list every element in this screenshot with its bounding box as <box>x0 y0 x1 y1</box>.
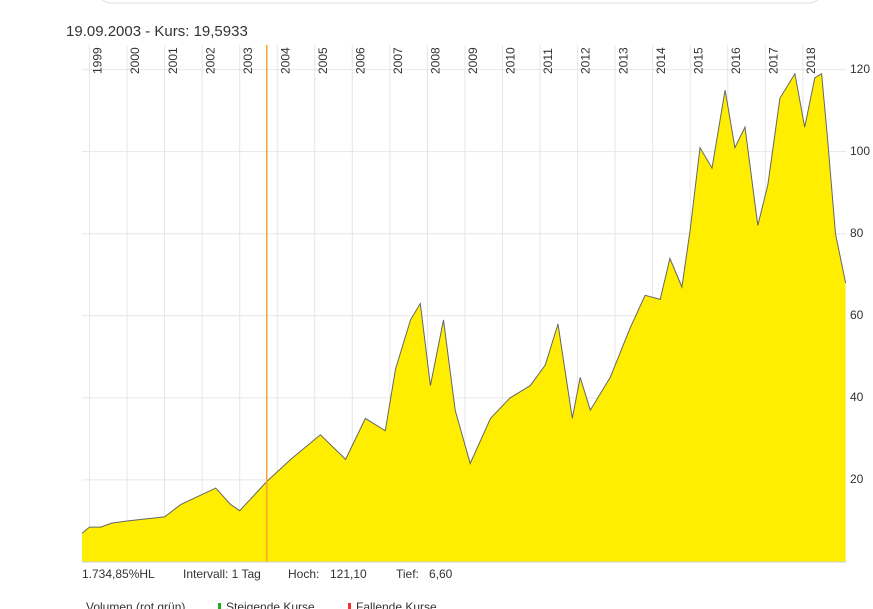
footer-text: 121,10 <box>330 567 367 581</box>
legend-swatch <box>348 603 351 609</box>
x-tick-label: 2004 <box>278 47 292 74</box>
chart-title: 19.09.2003 - Kurs: 19,5933 <box>66 23 248 40</box>
x-tick-label: 2001 <box>166 47 180 74</box>
x-tick-label: 2009 <box>466 47 480 74</box>
plot <box>81 45 847 563</box>
x-tick-label: 2016 <box>729 47 743 74</box>
line <box>81 72 847 534</box>
x-tick-label: 2011 <box>541 48 555 74</box>
x-tick-label: 2000 <box>128 47 142 74</box>
x-tick-label: 2012 <box>579 47 593 74</box>
search-bar[interactable] <box>100 0 820 4</box>
x-tick-label: 2014 <box>654 47 668 74</box>
y-tick-label: 20 <box>850 472 864 486</box>
footer-text: 1.734,85%HL <box>82 567 155 581</box>
area <box>82 73 846 562</box>
y-tick-label: 120 <box>850 62 870 76</box>
x-tick-label: 2007 <box>391 47 405 74</box>
legend-text: Fallende Kurse <box>356 600 437 609</box>
x-tick-label: 2002 <box>203 47 217 74</box>
x-tick-label: 2018 <box>804 47 818 74</box>
footer-text: Tief: <box>396 567 419 581</box>
legend-text: Steigende Kurse <box>226 600 315 609</box>
footer-text: Hoch: <box>288 567 319 581</box>
x-tick-label: 2006 <box>353 47 367 74</box>
x-tick-label: 2003 <box>241 47 255 74</box>
x-tick-label: 1999 <box>91 47 105 74</box>
y-tick-label: 40 <box>850 390 864 404</box>
legend-swatch <box>218 603 221 609</box>
x-tick-label: 2010 <box>504 47 518 74</box>
footer-text: 6,60 <box>429 567 453 581</box>
legend-text: Volumen (rot grün) <box>86 600 185 609</box>
y-tick-label: 100 <box>850 144 870 158</box>
footer-text: Intervall: 1 Tag <box>183 567 261 581</box>
x-tick-label: 2015 <box>691 47 705 74</box>
y-tick-label: 80 <box>850 226 864 240</box>
y-tick-label: 60 <box>850 308 864 322</box>
x-tick-label: 2005 <box>316 47 330 74</box>
x-tick-label: 2017 <box>766 47 780 74</box>
x-tick-label: 2008 <box>429 47 443 74</box>
x-tick-label: 2013 <box>616 47 630 74</box>
